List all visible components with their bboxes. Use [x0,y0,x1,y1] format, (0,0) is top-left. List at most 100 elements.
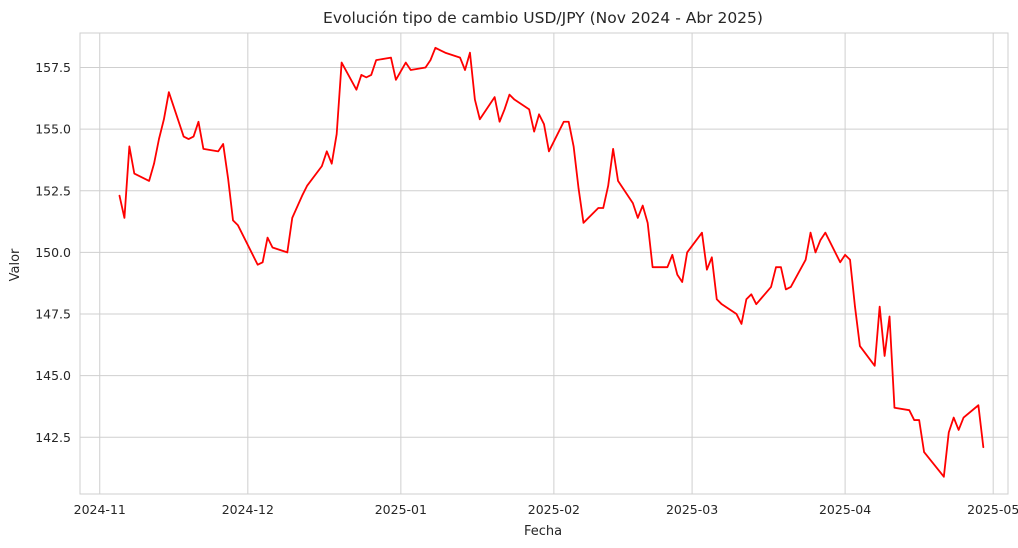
data-point [775,266,777,268]
data-point [671,254,673,256]
data-point [262,261,264,263]
data-point [923,451,925,453]
data-point [321,165,323,167]
data-point [469,52,471,54]
data-point [854,306,856,308]
x-tick-label: 2025-03 [666,502,718,517]
data-point [844,254,846,256]
data-point [128,145,130,148]
data-point [785,288,787,290]
data-point [612,148,614,150]
data-point [573,145,575,148]
data-point [681,281,683,283]
data-point [958,429,960,431]
data-point [498,121,501,123]
data-point [790,286,792,288]
data-point [158,138,160,140]
data-point [548,150,550,152]
data-point [429,59,432,61]
data-point [913,419,915,421]
data-point [721,303,723,305]
data-point [508,94,511,96]
data-point [528,108,530,111]
data-point [859,345,861,347]
data-point [133,172,135,175]
data-point [740,323,743,325]
data-point [237,224,239,226]
y-axis-label: Valor [8,248,23,281]
y-tick-label: 157.5 [35,60,71,75]
data-point [701,232,703,234]
data-point [632,202,634,204]
data-point [943,476,945,478]
data-point [977,404,979,406]
data-point [217,150,219,152]
series-layer [118,46,985,478]
data-point [602,207,604,209]
data-point [711,256,713,258]
data-point [257,264,259,266]
data-point [168,91,170,93]
data-point [824,232,826,234]
data-point [888,315,891,318]
data-point [494,96,496,98]
data-point [755,303,757,305]
y-tick-labels: 142.5 145.0 147.5 150.0 152.5 155.0 157.5 [35,60,71,445]
data-point [336,133,338,135]
data-point [232,219,234,221]
data-point [607,185,609,187]
data-point [918,419,920,421]
data-point [953,416,955,419]
data-point [839,261,841,263]
data-point [123,217,126,219]
data-point [192,135,195,138]
data-point [770,286,772,288]
data-point [568,121,570,123]
data-point [543,123,545,125]
data-point [716,298,718,300]
data-point [375,59,377,61]
data-point [266,237,269,239]
data-point [597,207,599,209]
data-point [360,74,362,76]
data-point [153,163,155,165]
data-point [908,409,910,411]
data-point [424,66,427,69]
x-tick-label: 2025-04 [819,502,871,517]
y-tick-label: 147.5 [35,307,71,322]
data-point [814,251,817,254]
data-point [479,118,481,120]
data-point [617,180,619,182]
x-gridlines [99,33,994,494]
data-point [563,121,565,123]
y-tick-label: 142.5 [35,430,71,445]
data-point [745,298,747,300]
x-tick-label: 2025-01 [375,502,427,517]
data-point [326,150,328,152]
data-point [735,313,738,315]
x-tick-label: 2024-11 [74,502,126,517]
data-point [982,446,984,448]
data-point [118,195,121,197]
data-point [439,49,441,51]
data-point [533,131,535,133]
data-point [750,293,752,295]
data-point [666,266,669,268]
data-point [365,76,367,78]
data-point [651,266,654,268]
data-point [464,69,466,71]
data-point [809,232,812,234]
data-point [301,195,303,197]
data-point [183,135,185,138]
data-point [513,98,515,101]
data-point [271,246,274,249]
plot-frame [79,32,1009,495]
data-point [883,355,886,357]
data-point [962,416,965,419]
data-point [706,269,708,271]
x-tick-label: 2024-12 [222,502,274,517]
data-point [538,113,540,115]
data-point [286,251,288,254]
